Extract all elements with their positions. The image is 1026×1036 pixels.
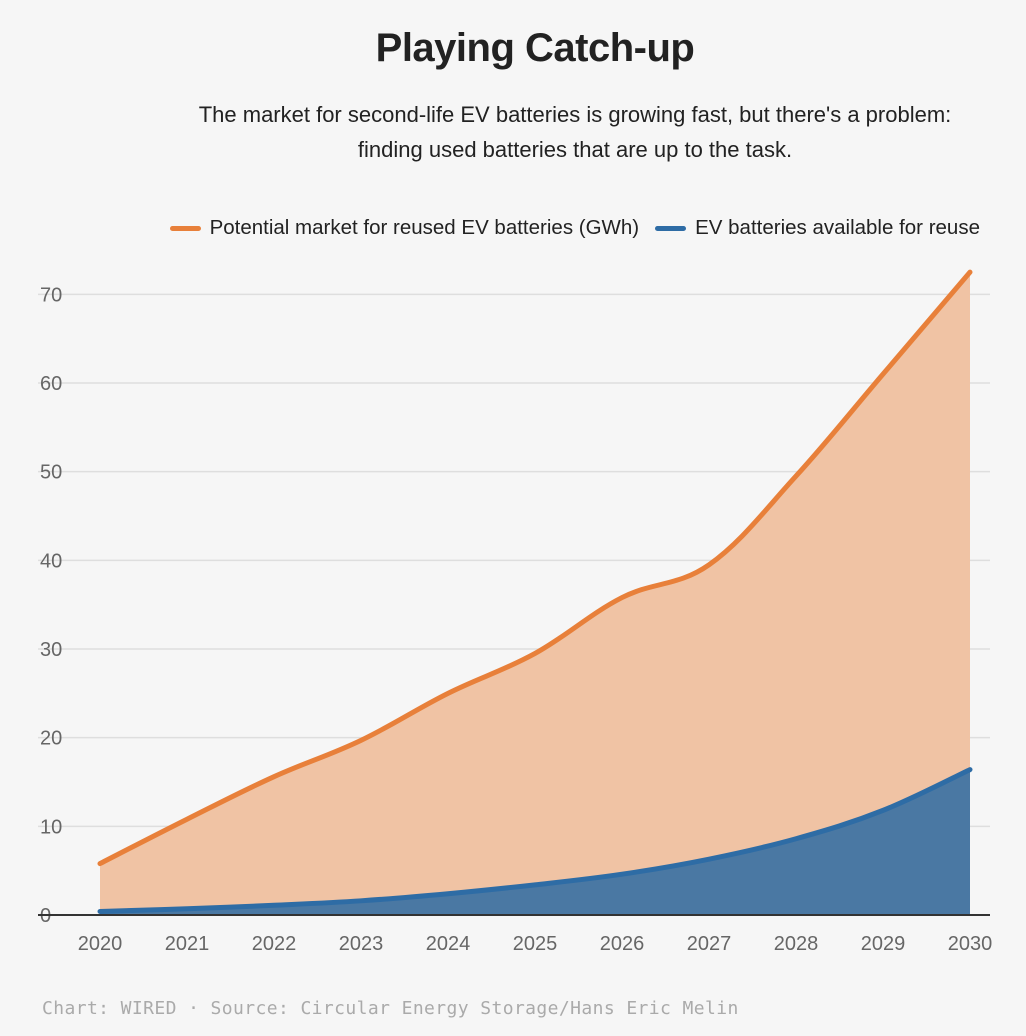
x-tick-label: 2021 xyxy=(165,933,210,955)
chart-title: Playing Catch-up xyxy=(375,26,695,70)
x-tick-label: 2020 xyxy=(78,933,123,955)
chart-legend: Potential market for reused EV batteries… xyxy=(40,216,980,240)
y-tick-label: 20 xyxy=(40,728,62,750)
x-tick-label: 2023 xyxy=(339,933,384,955)
subtitle-line-2: finding used batteries that are up to th… xyxy=(357,137,793,162)
y-tick-label: 10 xyxy=(40,816,62,838)
chart-source: Chart: WIRED · Source: Circular Energy S… xyxy=(42,998,739,1019)
legend-label-available: EV batteries available for reuse xyxy=(695,216,980,239)
x-tick-label: 2027 xyxy=(687,933,732,955)
line-layer xyxy=(97,269,973,914)
chart-subtitle: The market for second-life EV batteries … xyxy=(80,97,1026,167)
series-line-1 xyxy=(97,767,973,914)
legend-swatch-available xyxy=(655,225,687,231)
x-tick-label: 2030 xyxy=(948,933,993,955)
y-tick-label: 60 xyxy=(40,373,62,395)
legend-item-market: Potential market for reused EV batteries… xyxy=(169,216,640,240)
y-tick-label: 30 xyxy=(40,639,62,661)
series-area-0 xyxy=(100,272,970,916)
axis-layer: 0102030405060702020202120222023202420252… xyxy=(38,284,992,955)
x-tick-label: 2024 xyxy=(426,933,471,955)
legend-label-market: Potential market for reused EV batteries… xyxy=(209,216,640,239)
x-tick-label: 2028 xyxy=(774,933,819,955)
area-layer xyxy=(100,272,970,916)
subtitle-line-1: The market for second-life EV batteries … xyxy=(198,102,952,127)
legend-swatch-market xyxy=(169,225,201,231)
y-tick-label: 40 xyxy=(40,550,62,572)
series-area-1 xyxy=(100,769,970,915)
x-tick-label: 2026 xyxy=(600,933,645,955)
y-tick-label: 50 xyxy=(40,462,62,484)
x-tick-label: 2025 xyxy=(513,933,558,955)
legend-item-available: EV batteries available for reuse xyxy=(655,216,980,240)
series-line-0 xyxy=(97,269,973,867)
x-tick-label: 2022 xyxy=(252,933,297,955)
y-tick-label: 70 xyxy=(40,284,62,306)
x-tick-label: 2029 xyxy=(861,933,906,955)
